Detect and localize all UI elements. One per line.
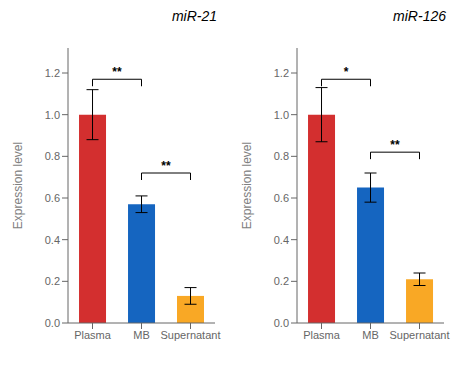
svg-text:0.4: 0.4 [45,234,60,246]
svg-text:0.8: 0.8 [45,150,60,162]
svg-text:Plasma: Plasma [303,329,341,341]
svg-text:0.2: 0.2 [274,275,289,287]
svg-text:Expression level: Expression level [240,142,254,229]
svg-text:0.0: 0.0 [45,317,60,329]
svg-text:Supernatant: Supernatant [390,329,450,341]
svg-text:0.6: 0.6 [45,192,60,204]
svg-text:1.2: 1.2 [45,67,60,79]
svg-text:Plasma: Plasma [74,329,112,341]
svg-text:*: * [344,65,349,79]
svg-text:Supernatant: Supernatant [161,329,221,341]
svg-text:1.2: 1.2 [274,67,289,79]
svg-text:0.8: 0.8 [274,150,289,162]
svg-text:MB: MB [133,329,150,341]
html-text:miR-126: miR-126 [393,8,446,24]
svg-text:**: ** [390,138,400,152]
svg-text:0.4: 0.4 [274,234,289,246]
html-text:miR-21: miR-21 [171,8,217,24]
svg-text:1.0: 1.0 [45,109,60,121]
svg-text:0.6: 0.6 [274,192,289,204]
svg-text:MB: MB [362,329,379,341]
svg-text:Expression level: Expression level [11,142,25,229]
svg-text:**: ** [161,159,171,173]
svg-text:0.2: 0.2 [45,275,60,287]
svg-text:0.0: 0.0 [274,317,289,329]
svg-text:**: ** [112,65,122,79]
svg-text:1.0: 1.0 [274,109,289,121]
